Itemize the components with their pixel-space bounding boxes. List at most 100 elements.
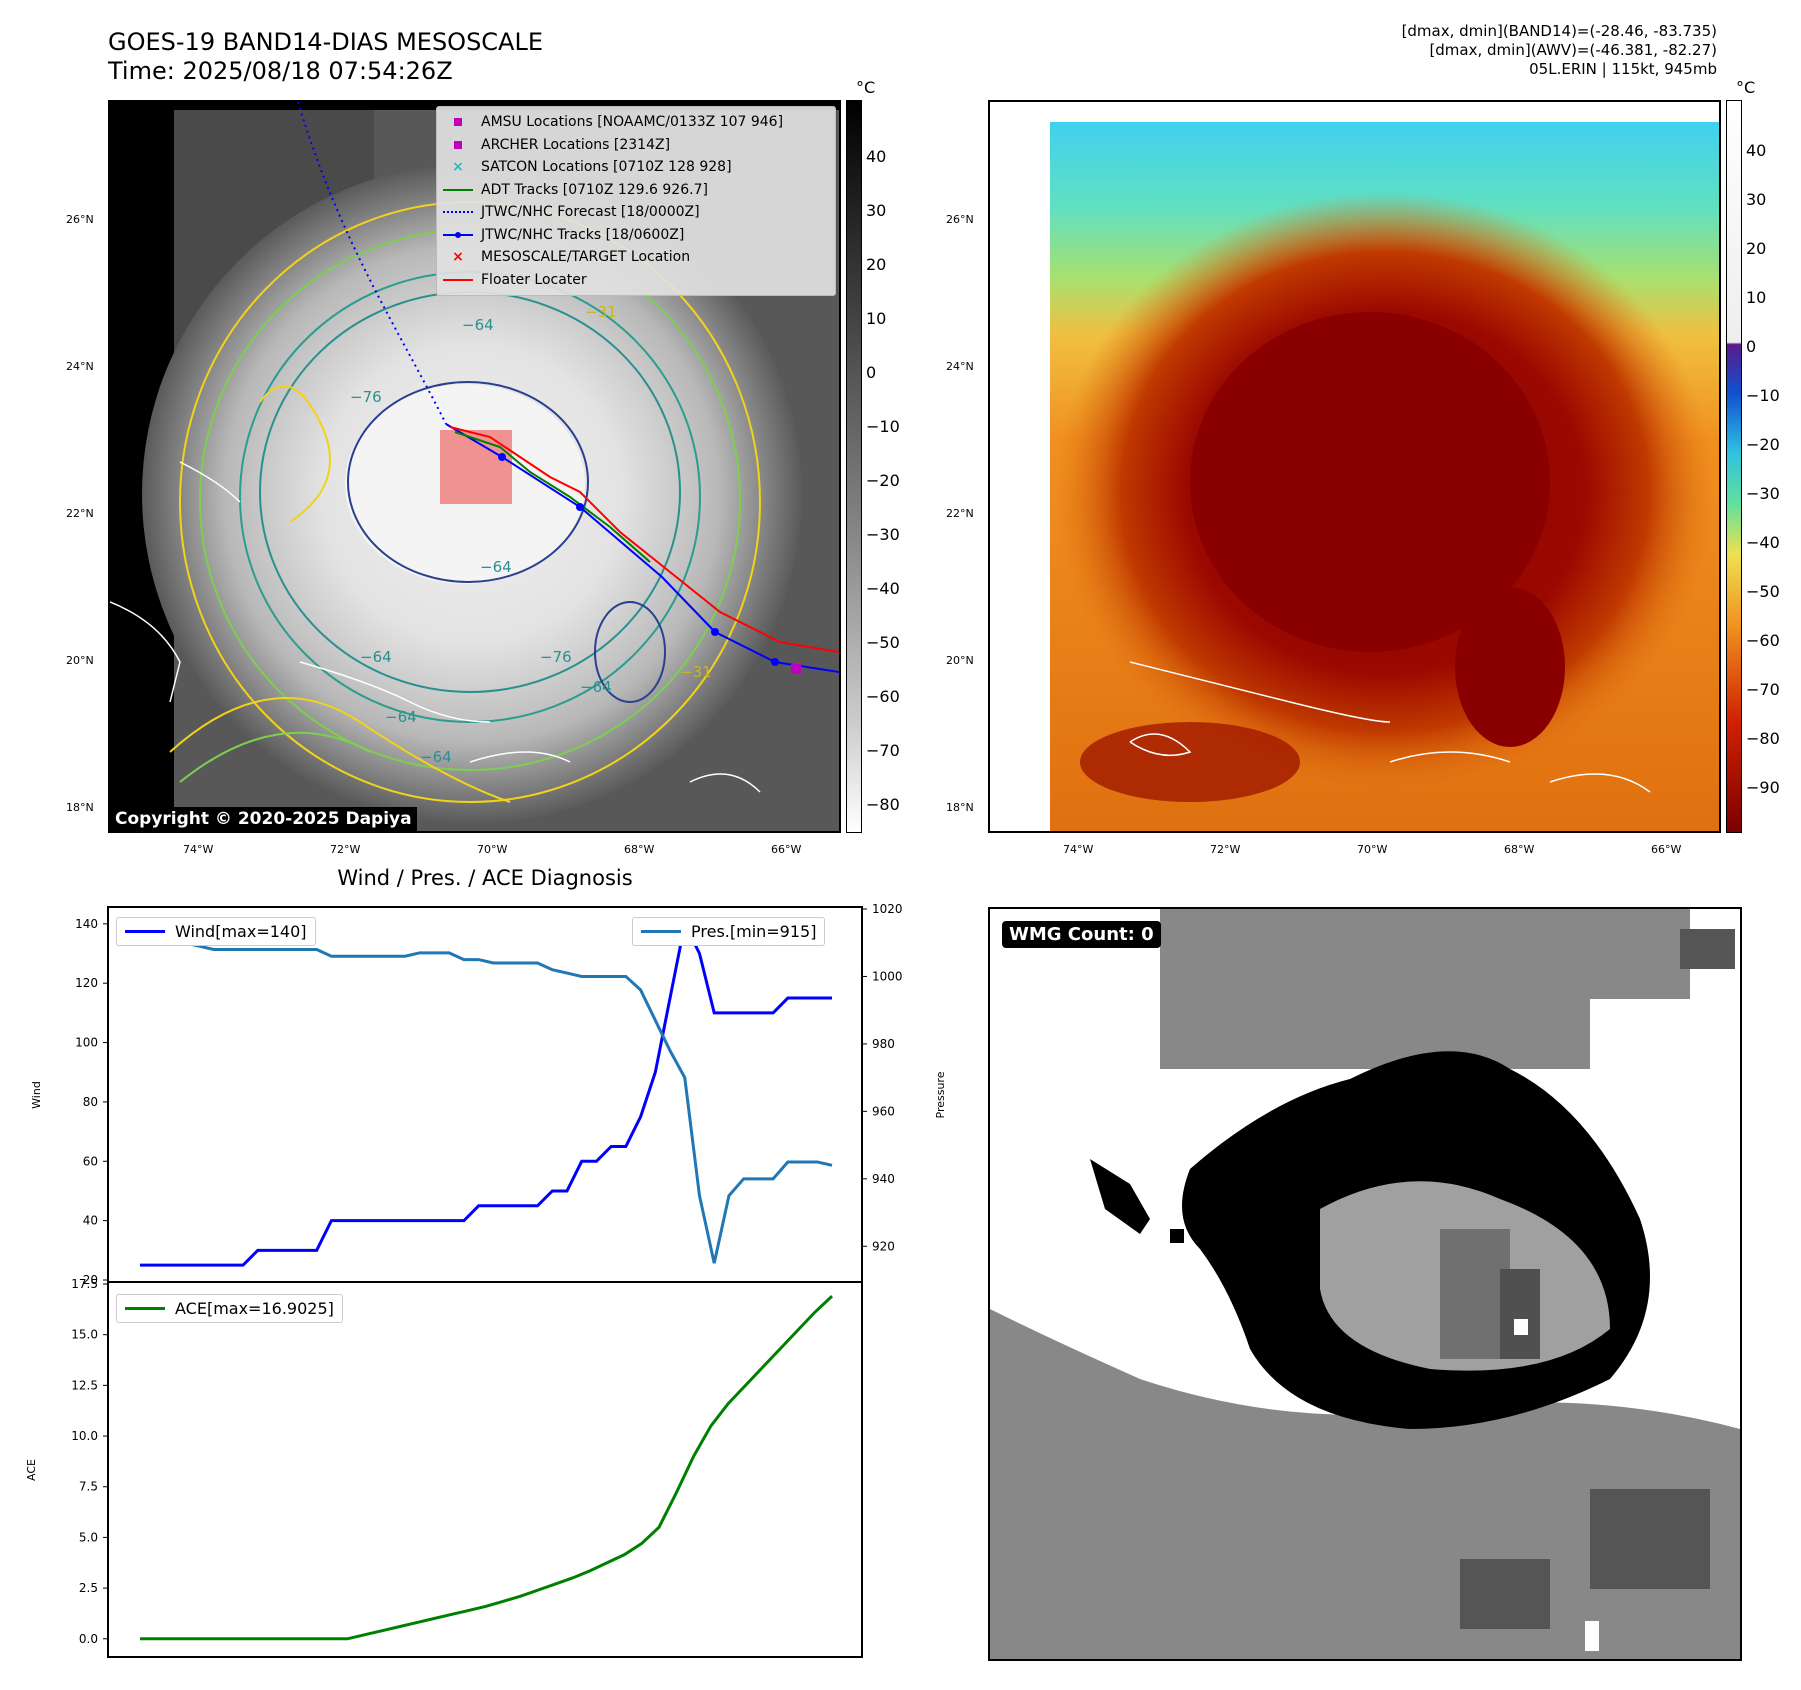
pressure-y-tick: 1000 — [872, 969, 903, 983]
ace-frame — [107, 1281, 863, 1658]
ir-cb-tick: 30 — [866, 201, 887, 220]
pressure-y-tick: 940 — [872, 1172, 895, 1186]
ir-legend: AMSU Locations [NOAAMC/0133Z 107 946] AR… — [436, 106, 836, 296]
contour-label: −76 — [540, 648, 572, 666]
copyright-label: Copyright © 2020-2025 Dapiya — [110, 807, 417, 831]
adt-track — [454, 431, 651, 563]
contour-label: −31 — [680, 663, 712, 681]
awv-cb-tick: −80 — [1746, 729, 1780, 748]
ace-y-tick: 7.5 — [79, 1480, 98, 1494]
wmg-imagery — [990, 909, 1740, 1659]
awv-cb-tick: −20 — [1746, 435, 1780, 454]
pressure-series-line — [140, 924, 833, 1264]
ace-y-tick: 0.0 — [79, 1632, 98, 1646]
awv-cb-tick: 30 — [1746, 190, 1767, 209]
awv-map-panel — [988, 100, 1721, 833]
ir-cb-tick: 10 — [866, 309, 887, 328]
wind-legend: Wind[max=140] — [116, 917, 316, 946]
legend-item: JTWC/NHC Tracks [18/0600Z] — [443, 224, 829, 247]
awv-cb-tick: 10 — [1746, 288, 1767, 307]
diagnosis-charts: 20 40 60 80 100 120 140 920 940 960 980 1000 1020 W… — [25, 902, 947, 1658]
lon-label: 74°W — [183, 843, 214, 856]
info-line-2: [dmax, dmin](AWV)=(-46.381, -82.27) — [1429, 41, 1717, 59]
wind-y-ticks: 20 40 60 80 100 120 140 — [75, 917, 108, 1287]
figure-title: GOES-19 BAND14-DIAS MESOSCALE Time: 2025… — [108, 28, 543, 86]
wind-y-tick: 60 — [83, 1154, 98, 1168]
jtwc-points — [498, 453, 779, 666]
ir-cb-tick: −20 — [866, 471, 900, 490]
ace-legend: ACE[max=16.9025] — [116, 1294, 343, 1323]
ir-cb-tick: −80 — [866, 795, 900, 814]
ir-cb-tick: −40 — [866, 579, 900, 598]
pressure-legend-swatch — [641, 930, 681, 933]
lon-label: 72°W — [330, 843, 361, 856]
lat-label: 20°N — [66, 654, 94, 667]
wind-y-tick: 140 — [75, 917, 98, 931]
title-line-2: Time: 2025/08/18 07:54:26Z — [108, 57, 453, 85]
ace-y-ticks: 0.0 2.5 5.0 7.5 10.0 12.5 15.0 17.5 — [71, 1277, 108, 1646]
lat-label: 26°N — [946, 213, 974, 226]
awv-cb-tick: −70 — [1746, 680, 1780, 699]
wmg-count-badge: WMG Count: 0 — [1002, 921, 1161, 948]
awv-cb-tick: −50 — [1746, 582, 1780, 601]
legend-item: ARCHER Locations [2314Z] — [443, 134, 829, 157]
wind-legend-swatch — [125, 930, 165, 933]
lon-label: 66°W — [771, 843, 802, 856]
lat-label: 24°N — [66, 360, 94, 373]
ace-legend-label: ACE[max=16.9025] — [175, 1299, 334, 1318]
ace-y-tick: 5.0 — [79, 1530, 98, 1544]
wind-y-tick: 80 — [83, 1095, 98, 1109]
lat-label: 18°N — [946, 801, 974, 814]
info-line-3: 05L.ERIN | 115kt, 945mb — [1529, 60, 1717, 78]
wind-y-tick: 100 — [75, 1036, 98, 1050]
ace-y-tick: 17.5 — [71, 1277, 98, 1291]
awv-cb-tick: 20 — [1746, 239, 1767, 258]
pres-y-ticks: 920 940 960 980 1000 1020 — [862, 902, 903, 1253]
ace-legend-swatch — [125, 1307, 165, 1310]
pressure-y-tick: 1020 — [872, 902, 903, 916]
wind-y-tick: 40 — [83, 1214, 98, 1228]
ace-series-line — [140, 1295, 834, 1641]
ir-cb-tick: 40 — [866, 147, 887, 166]
wind-pres-frame — [107, 906, 863, 1283]
lon-label: 68°W — [1504, 843, 1535, 856]
lon-label: 66°W — [1651, 843, 1682, 856]
ace-y-tick: 15.0 — [71, 1328, 98, 1342]
lat-label: 24°N — [946, 360, 974, 373]
awv-cb-tick: −60 — [1746, 631, 1780, 650]
ir-cb-tick: 20 — [866, 255, 887, 274]
pressure-y-tick: 960 — [872, 1104, 895, 1118]
lon-label: 70°W — [477, 843, 508, 856]
ace-axis-label: ACE — [25, 1459, 38, 1481]
legend-item: ADT Tracks [0710Z 129.6 926.7] — [443, 179, 829, 202]
ir-cb-tick: −30 — [866, 525, 900, 544]
awv-cb-tick: 0 — [1746, 337, 1757, 356]
forecast-track — [297, 102, 447, 425]
title-line-1: GOES-19 BAND14-DIAS MESOSCALE — [108, 28, 544, 56]
awv-coastlines — [1129, 661, 1651, 793]
ace-y-tick: 2.5 — [79, 1581, 98, 1595]
ace-y-tick: 10.0 — [71, 1429, 98, 1443]
wmg-panel: WMG Count: 0 — [988, 907, 1742, 1661]
lon-label: 70°W — [1357, 843, 1388, 856]
lat-label: 22°N — [946, 507, 974, 520]
wind-y-tick: 120 — [75, 976, 98, 990]
legend-item: × MESOSCALE/TARGET Location — [452, 249, 691, 266]
pressure-y-tick: 980 — [872, 1037, 895, 1051]
legend-item: AMSU Locations [NOAAMC/0133Z 107 946] — [443, 111, 829, 134]
wind-legend-label: Wind[max=140] — [175, 922, 307, 941]
ir-contour-labels: −64 −31 −76 −64 −64 −76 −64 −64 −64 −31 — [350, 303, 712, 766]
awv-colorbar-unit: °C — [1736, 78, 1756, 97]
ace-y-tick: 12.5 — [71, 1378, 98, 1392]
awv-cb-tick: −10 — [1746, 386, 1780, 405]
lon-label: 68°W — [624, 843, 655, 856]
legend-item: JTWC/NHC Forecast [18/0000Z] — [443, 201, 829, 224]
contour-label: −64 — [480, 558, 512, 576]
coastlines — [110, 461, 761, 793]
floater-track — [449, 426, 839, 653]
info-line-1: [dmax, dmin](BAND14)=(-28.46, -83.735) — [1401, 22, 1717, 40]
diagnosis-title: Wind / Pres. / ACE Diagnosis — [337, 866, 633, 890]
contour-label: −64 — [360, 648, 392, 666]
lon-label: 74°W — [1063, 843, 1094, 856]
legend-item: × SATCON Locations [0710Z 128 928] — [452, 159, 732, 176]
